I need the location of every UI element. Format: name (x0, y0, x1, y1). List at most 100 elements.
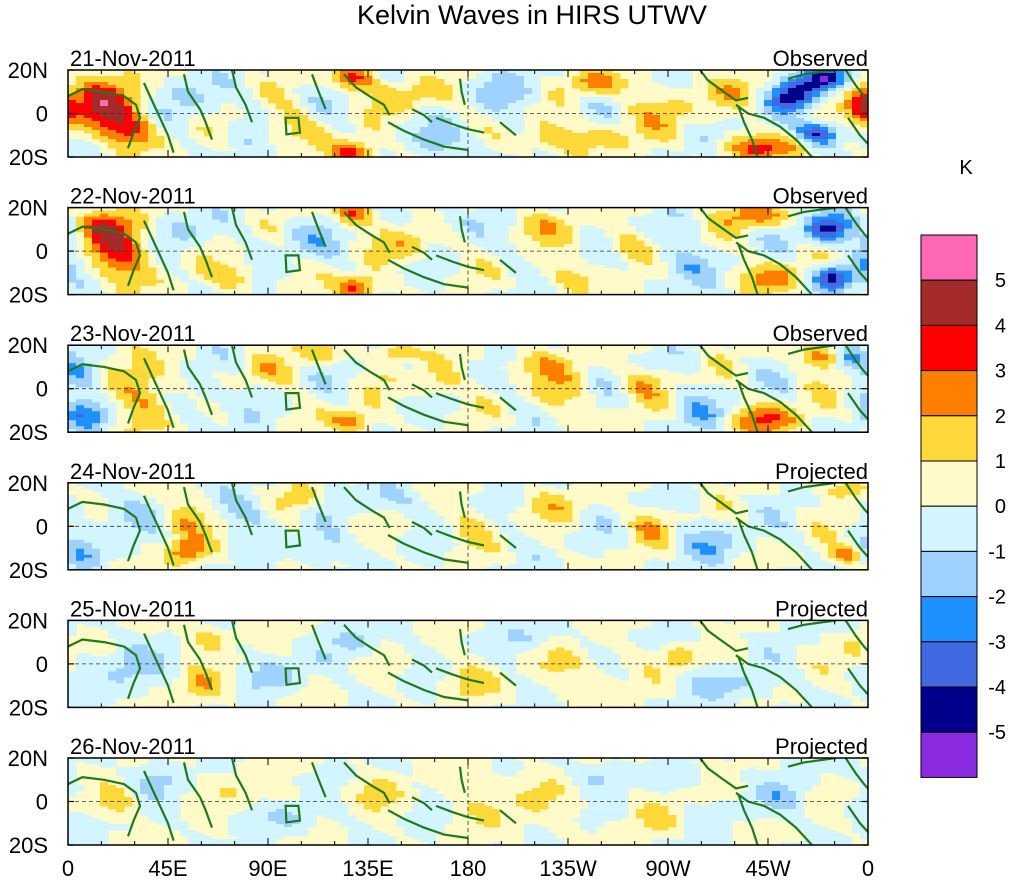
field-cell (116, 267, 125, 271)
field-cell (444, 261, 453, 265)
field-cell (780, 279, 789, 283)
field-cell (764, 219, 773, 223)
field-cell (412, 348, 421, 352)
field-cell (228, 357, 237, 361)
field-cell (668, 273, 677, 277)
field-cell (388, 213, 397, 217)
field-cell (140, 145, 149, 149)
field-cell (820, 213, 829, 217)
field-cell (652, 136, 661, 140)
field-cell (140, 393, 149, 397)
field-cell (164, 85, 173, 89)
field-cell (532, 222, 541, 226)
field-cell (68, 148, 77, 152)
field-cell (468, 366, 477, 370)
field-cell (668, 282, 677, 286)
field-cell (764, 216, 773, 220)
field-cell (196, 291, 205, 295)
field-cell (308, 124, 317, 128)
field-cell (436, 154, 445, 157)
field-cell (404, 363, 413, 367)
field-cell (484, 246, 493, 250)
field-cell (780, 124, 789, 128)
field-cell (108, 267, 117, 271)
field-cell (172, 228, 181, 232)
field-cell (804, 282, 813, 286)
field-cell (724, 225, 733, 229)
field-cell (164, 79, 173, 83)
field-cell (740, 154, 749, 157)
field-cell (716, 228, 725, 232)
field-cell (164, 94, 173, 98)
field-cell (532, 234, 541, 238)
field-cell (172, 213, 181, 217)
field-cell (860, 100, 868, 104)
coastline-segment (699, 70, 749, 102)
field-cell (164, 82, 173, 86)
field-cell (108, 402, 117, 406)
field-cell (844, 91, 853, 95)
field-cell (700, 252, 709, 256)
field-cell (756, 273, 765, 277)
field-cell (660, 124, 669, 128)
field-cell (428, 264, 437, 268)
coastline-segment (735, 241, 813, 295)
field-cell (108, 118, 117, 122)
field-cell (580, 285, 589, 289)
field-cell (332, 285, 341, 289)
field-cell (132, 348, 141, 352)
field-cell (604, 258, 613, 262)
field-cell (276, 372, 285, 376)
field-cell (188, 240, 197, 244)
field-cell (580, 243, 589, 247)
field-cell (196, 94, 205, 98)
field-cell (164, 219, 173, 223)
field-cell (500, 225, 509, 229)
field-cell (308, 249, 317, 253)
field-cell (564, 130, 573, 134)
field-cell (780, 282, 789, 286)
field-cell (524, 88, 533, 92)
field-cell (404, 240, 413, 244)
field-cell (308, 237, 317, 241)
field-cell (68, 106, 77, 110)
field-cell (428, 282, 437, 286)
field-cell (692, 222, 701, 226)
field-cell (76, 375, 85, 379)
field-cell (676, 234, 685, 238)
field-cell (644, 225, 653, 229)
field-cell (580, 240, 589, 244)
field-cell (308, 381, 317, 385)
field-cell (388, 94, 397, 98)
field-cell (116, 384, 125, 388)
field-cell (692, 291, 701, 295)
field-cell (228, 411, 237, 415)
field-cell (764, 133, 773, 137)
field-cell (124, 112, 133, 116)
field-cell (260, 219, 269, 223)
field-cell (108, 79, 117, 83)
field-cell (396, 207, 405, 211)
field-cell (692, 234, 701, 238)
field-cell (156, 420, 165, 424)
field-cell (724, 267, 733, 271)
field-cell (596, 100, 605, 104)
field-cell (252, 246, 261, 250)
field-cell (820, 73, 829, 77)
field-cell (796, 91, 805, 95)
field-cell (508, 213, 517, 217)
field-cell (532, 73, 541, 77)
field-cell (196, 417, 205, 421)
field-cell (180, 222, 189, 226)
field-cell (340, 237, 349, 241)
field-cell (740, 139, 749, 143)
field-cell (444, 207, 453, 211)
field-cell (644, 261, 653, 265)
field-cell (348, 414, 357, 418)
field-cell (300, 85, 309, 89)
field-cell (604, 240, 613, 244)
field-cell (204, 384, 213, 388)
field-cell (172, 405, 181, 409)
field-cell (84, 106, 93, 110)
field-cell (260, 88, 269, 92)
